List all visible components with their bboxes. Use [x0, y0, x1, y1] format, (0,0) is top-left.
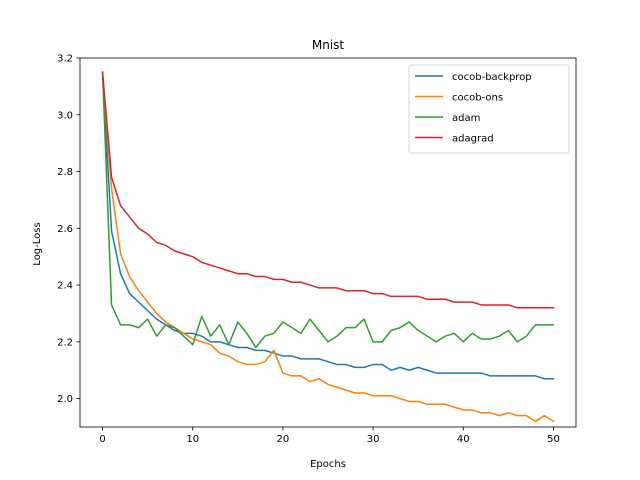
y-tick-label: 2.2 — [57, 337, 73, 348]
y-tick-label: 2.0 — [57, 394, 73, 405]
y-tick-label: 3.0 — [57, 110, 73, 121]
x-tick-label: 50 — [547, 434, 560, 445]
legend-label: cocob-backprop — [452, 72, 532, 83]
y-tick-label: 2.4 — [57, 281, 73, 292]
y-tick-label: 2.8 — [57, 167, 73, 178]
legend-label: cocob-ons — [452, 93, 503, 104]
x-tick-label: 40 — [457, 434, 470, 445]
chart-title: Mnist — [312, 38, 345, 52]
legend-label: adagrad — [452, 134, 494, 145]
x-tick-label: 30 — [367, 434, 380, 445]
y-tick-label: 3.2 — [57, 54, 73, 65]
series-line-adagrad — [101, 71, 555, 309]
y-axis-label: Log-Loss — [32, 222, 43, 265]
legend-box — [408, 64, 570, 154]
x-tick-label: 0 — [99, 434, 105, 445]
x-axis-label: Epochs — [310, 459, 346, 470]
x-tick-label: 20 — [277, 434, 290, 445]
y-tick-label: 2.6 — [57, 224, 73, 235]
legend-label: adam — [452, 113, 480, 124]
series-line-adam — [101, 71, 555, 349]
plot-area: 0 10 20 30 40 50 2.0 2.2 2.4 2.6 2.8 3.0 3.2 cocob-ba… — [57, 54, 577, 445]
x-tick-label: 10 — [186, 434, 199, 445]
axes-frame — [79, 57, 577, 428]
